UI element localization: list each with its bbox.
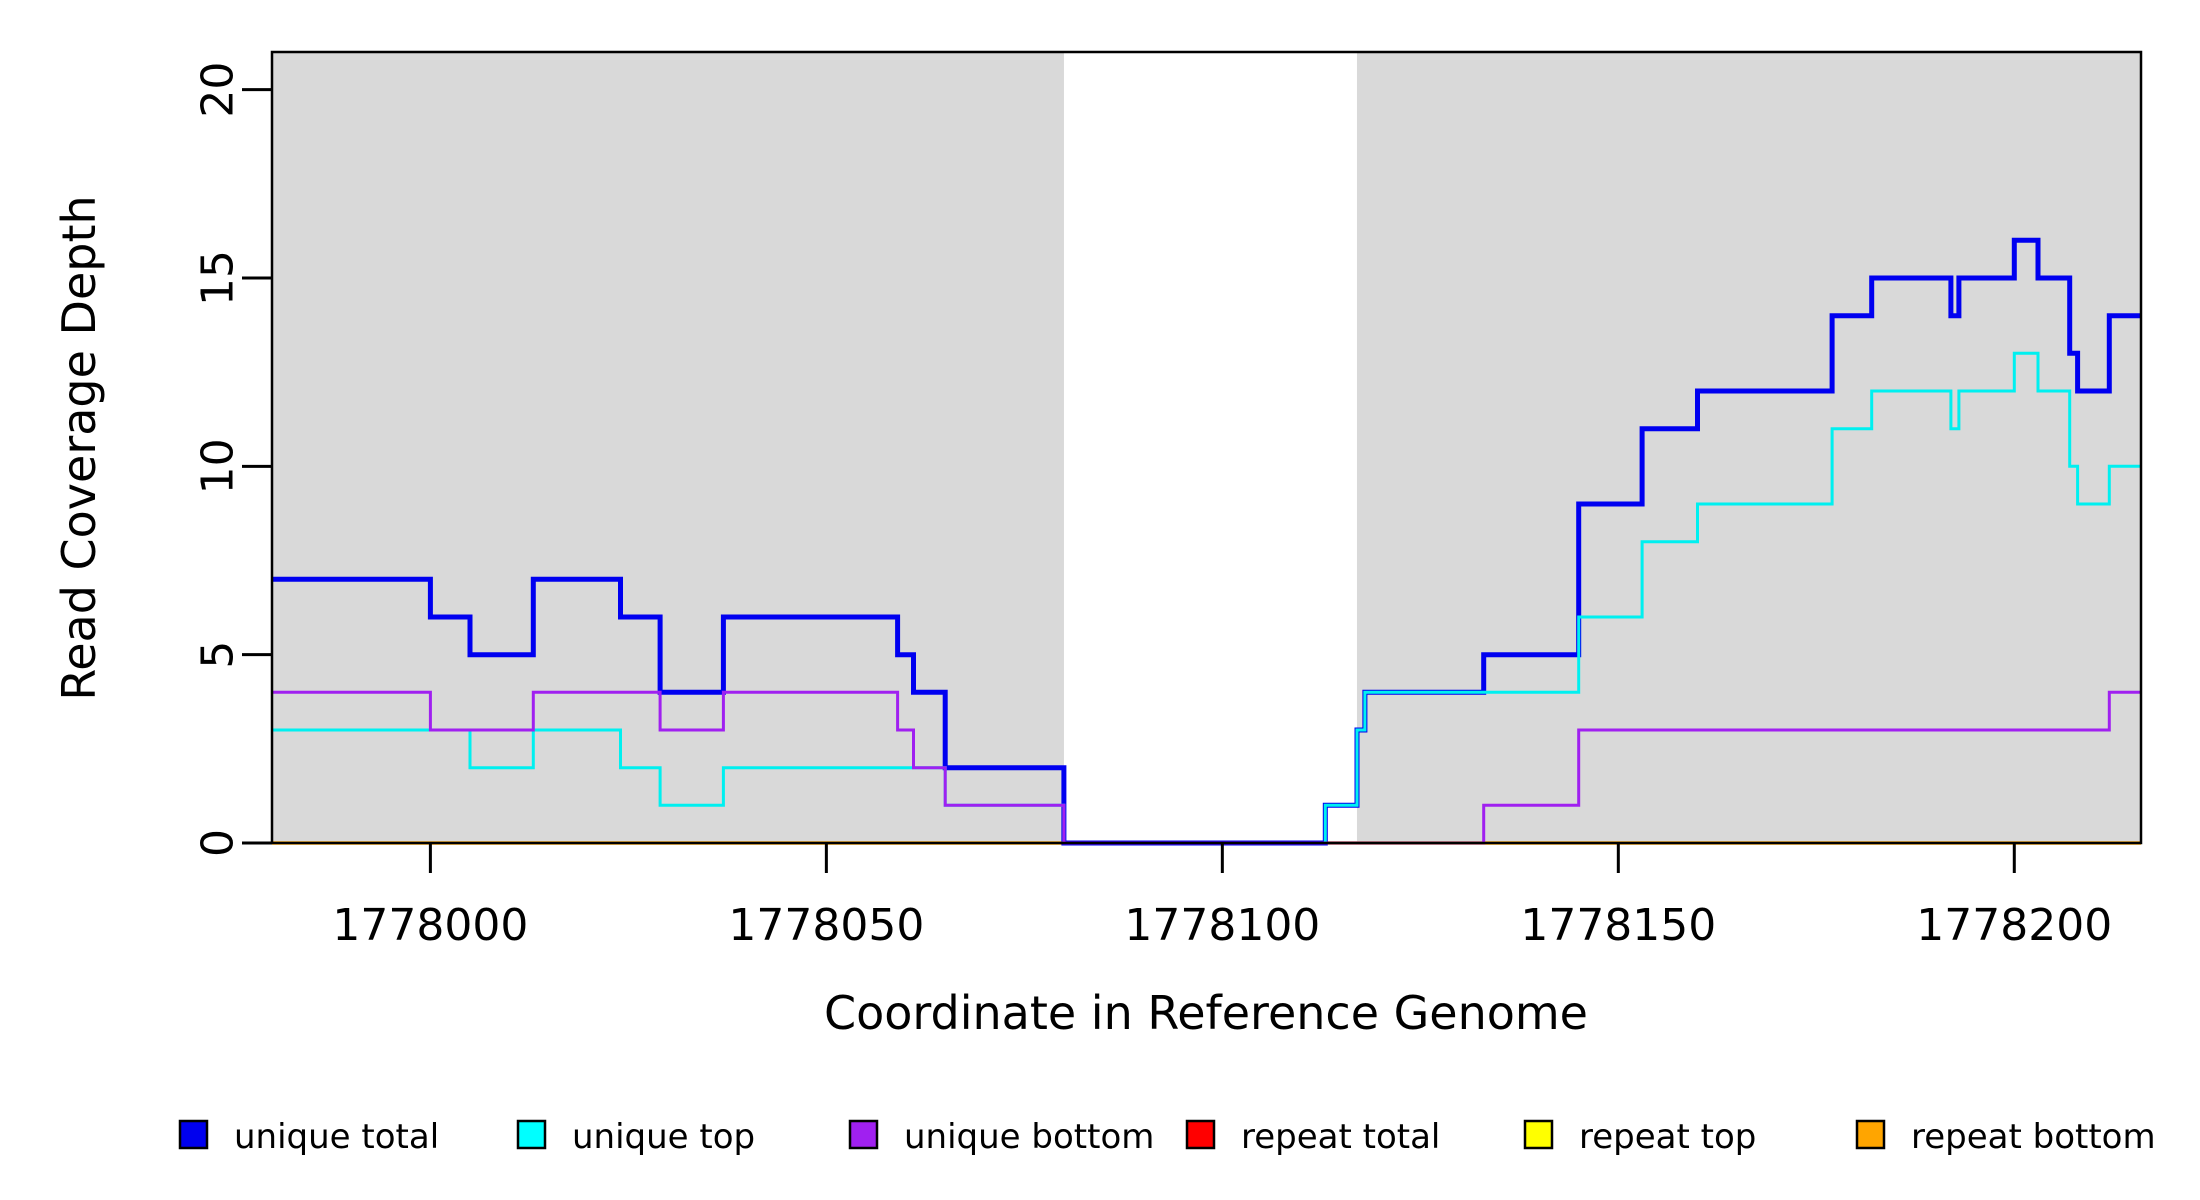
legend-item-repeat-bottom: repeat bottom bbox=[1855, 1117, 2156, 1157]
legend-item-unique-bottom: unique bottom bbox=[848, 1117, 1154, 1157]
y-tick-label: 5 bbox=[193, 641, 244, 669]
legend-label: repeat top bbox=[1579, 1117, 1756, 1157]
series-line-unique-bottom bbox=[272, 690, 2141, 845]
legend-item-repeat-total: repeat total bbox=[1185, 1117, 1440, 1157]
legend-swatch-unique-total bbox=[178, 1119, 209, 1150]
x-axis-title: Coordinate in Reference Genome bbox=[824, 986, 1588, 1040]
x-tick-label: 1778100 bbox=[1124, 900, 1320, 951]
legend-label: unique bottom bbox=[904, 1117, 1154, 1157]
legend-swatch-unique-top bbox=[516, 1119, 547, 1150]
x-tick-label: 1778200 bbox=[1916, 900, 2112, 951]
y-tick-label: 20 bbox=[193, 62, 244, 118]
y-tick-label: 0 bbox=[193, 829, 244, 857]
shaded-region bbox=[272, 52, 1064, 843]
x-tick-label: 1778150 bbox=[1520, 900, 1716, 951]
x-tick-label: 1778050 bbox=[728, 900, 924, 951]
legend-label: unique total bbox=[234, 1117, 439, 1157]
axes-layer: 1778000 1778050 1778100 1778150 1778200 0 5 10 1… bbox=[193, 50, 2143, 951]
y-tick-label: 15 bbox=[193, 250, 244, 306]
legend-label: repeat bottom bbox=[1911, 1117, 2156, 1157]
shaded-regions-layer bbox=[272, 52, 2141, 843]
legend-label: unique top bbox=[572, 1117, 755, 1157]
legend-swatch-unique-bottom bbox=[848, 1119, 879, 1150]
y-tick-label: 10 bbox=[193, 438, 244, 494]
legend: unique total unique top unique bottom repea… bbox=[178, 1117, 2156, 1157]
series-line-unique-top bbox=[272, 351, 2141, 845]
legend-label: repeat total bbox=[1241, 1117, 1440, 1157]
legend-item-unique-total: unique total bbox=[178, 1117, 439, 1157]
legend-swatch-repeat-total bbox=[1185, 1119, 1216, 1150]
y-axis-title: Read Coverage Depth bbox=[52, 195, 106, 700]
shaded-region bbox=[1356, 52, 2141, 843]
legend-swatch-repeat-top bbox=[1523, 1119, 1554, 1150]
plot-border-box bbox=[270, 50, 2143, 845]
legend-swatch-repeat-bottom bbox=[1855, 1119, 1886, 1150]
legend-item-repeat-top: repeat top bbox=[1523, 1117, 1756, 1157]
x-tick-label: 1778000 bbox=[332, 900, 528, 951]
legend-item-unique-top: unique top bbox=[516, 1117, 755, 1157]
